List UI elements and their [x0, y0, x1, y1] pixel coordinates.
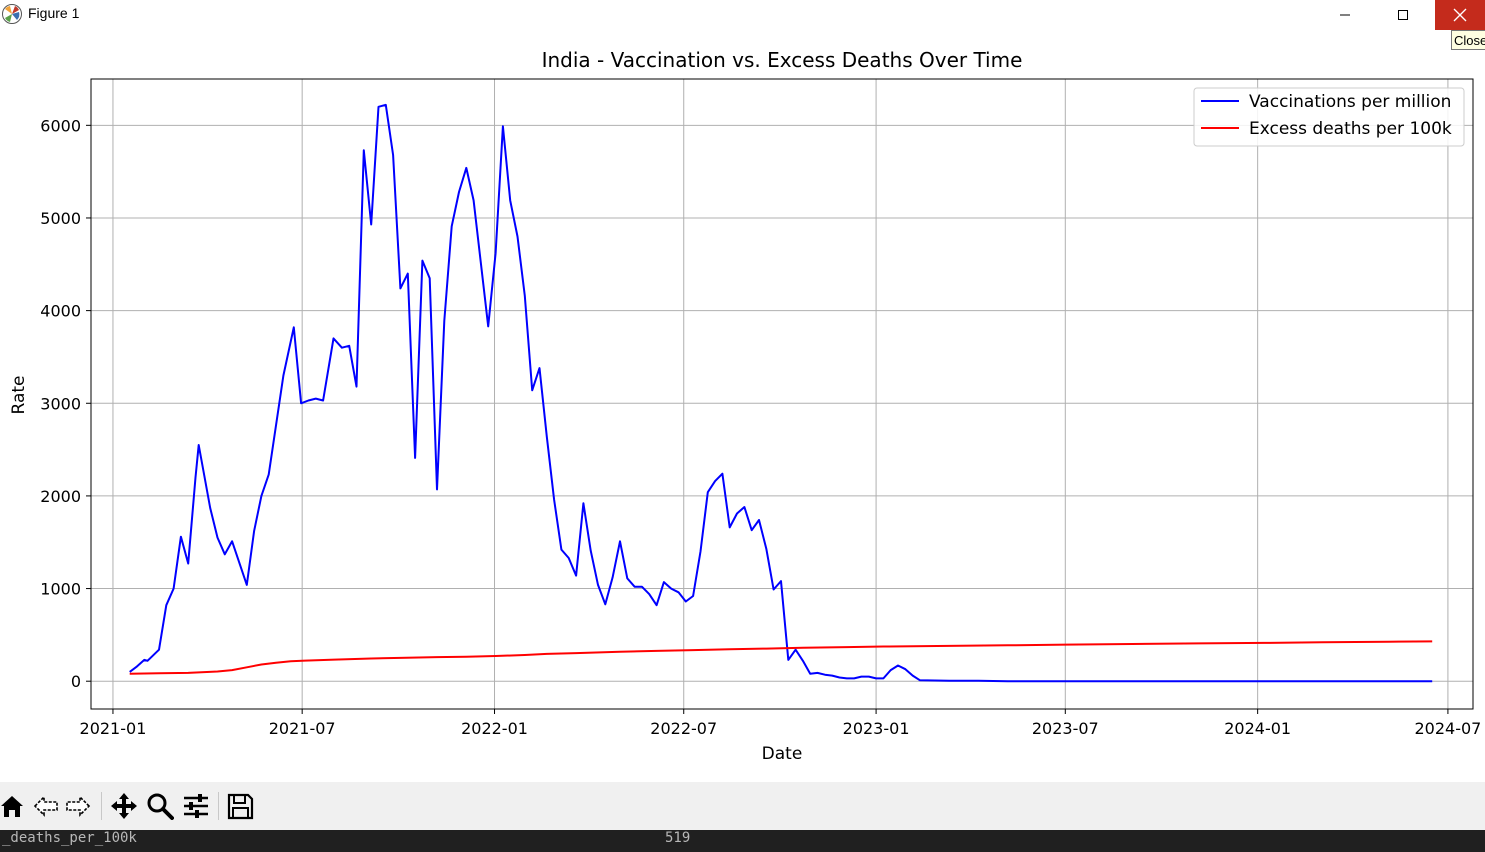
legend: Vaccinations per million Excess deaths p…	[1193, 87, 1465, 147]
legend-label-vaccinations: Vaccinations per million	[1249, 92, 1451, 112]
chart-title: India - Vaccination vs. Excess Deaths Ov…	[542, 48, 1023, 72]
y-axis-label: Rate	[9, 376, 29, 415]
series-line-excess-deaths	[129, 640, 1433, 675]
x-tick-label: 2024-01	[1224, 719, 1291, 738]
zoom-button[interactable]	[144, 790, 176, 822]
legend-label-excess-deaths: Excess deaths per 100k	[1249, 119, 1452, 139]
home-icon	[1, 796, 23, 817]
figure-canvas[interactable]: 2021-01 2021-07 2022-01 2022-07 2023-01 2023-…	[0, 30, 1485, 782]
legend-box	[1193, 87, 1465, 147]
y-tick-label: 1000	[40, 580, 81, 599]
forward-button[interactable]	[62, 790, 94, 822]
x-tick-label: 2023-07	[1032, 719, 1099, 738]
y-tick-label: 3000	[40, 394, 81, 413]
minimize-icon	[1340, 14, 1350, 16]
y-tick-label: 4000	[40, 302, 81, 321]
x-axis-label: Date	[762, 744, 803, 764]
x-tick-label: 2024-07	[1414, 719, 1481, 738]
window-titlebar: Figure 1	[0, 0, 1485, 30]
configure-subplots-button[interactable]	[180, 790, 212, 822]
home-button[interactable]	[0, 790, 28, 822]
close-tooltip: Close	[1451, 30, 1485, 50]
window-title: Figure 1	[28, 5, 80, 21]
back-button[interactable]	[30, 790, 62, 822]
y-tick-label: 5000	[40, 209, 81, 228]
y-tick-label: 2000	[40, 487, 81, 506]
status-bar: _deaths_per_100k 519	[0, 830, 1485, 852]
toolbar-separator	[218, 792, 219, 820]
back-icon	[33, 795, 58, 817]
x-tick-label: 2022-01	[461, 719, 528, 738]
x-tick-label: 2021-01	[80, 719, 147, 738]
pan-icon	[111, 793, 137, 819]
close-icon	[1453, 8, 1467, 22]
save-button[interactable]	[224, 790, 256, 822]
pan-button[interactable]	[108, 790, 140, 822]
plot-area	[91, 79, 1473, 709]
y-tick-label: 0	[71, 672, 81, 691]
maximize-button[interactable]	[1380, 0, 1426, 30]
toolbar-separator	[101, 792, 102, 820]
minimize-button[interactable]	[1322, 0, 1368, 30]
x-tick-label: 2022-07	[650, 719, 717, 738]
configure-subplots-icon	[184, 794, 208, 818]
navigation-toolbar	[0, 782, 1485, 830]
save-icon	[227, 793, 254, 820]
matplotlib-logo-icon	[1, 3, 23, 25]
x-tick-label: 2023-01	[843, 719, 910, 738]
chart-svg: 2021-01 2021-07 2022-01 2022-07 2023-01 2023-…	[9, 48, 1481, 764]
forward-icon	[66, 795, 91, 817]
plot-frame	[90, 78, 1474, 710]
y-tick-label: 6000	[40, 116, 81, 135]
close-button[interactable]	[1435, 0, 1485, 30]
status-text-right: 519	[665, 830, 691, 846]
x-tick-label: 2021-07	[269, 719, 336, 738]
series-line-vaccinations	[129, 103, 1433, 683]
status-text-left: _deaths_per_100k	[2, 830, 137, 846]
zoom-icon	[147, 793, 174, 820]
maximize-icon	[1398, 10, 1408, 20]
